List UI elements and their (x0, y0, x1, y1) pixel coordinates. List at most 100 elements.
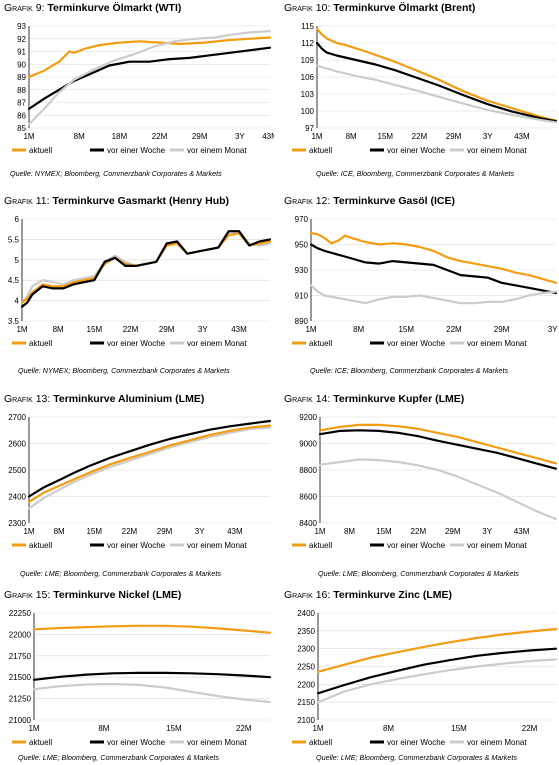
series-line-vor-einer-woche (27, 419, 272, 498)
chart-title: Grafik 12: Terminkurve Gasöl (ICE) (284, 195, 455, 207)
x-tick-label: 3Y (198, 325, 208, 334)
y-tick-label: 97 (305, 124, 314, 133)
x-tick-label: 8M (54, 527, 65, 536)
legend-label: vor einer Woche (107, 339, 166, 348)
x-tick-label: 15M (398, 325, 414, 334)
chart-title-text: Terminkurve Ölmarkt (Brent) (333, 2, 476, 14)
legend-label: vor einem Monat (467, 146, 527, 155)
chart-prefix: Grafik 9: (4, 2, 45, 14)
series-line-vor-einer-woche (316, 647, 558, 695)
x-tick-label: 1M (305, 325, 316, 334)
x-tick-label: 22M (236, 724, 252, 733)
x-tick-label: 3Y (235, 132, 245, 141)
x-tick-label: 22M (152, 132, 168, 141)
legend-label: vor einer Woche (387, 339, 446, 348)
y-tick-label: 2100 (297, 716, 315, 725)
x-tick-label: 1M (312, 724, 323, 733)
x-tick-label: 15M (451, 724, 467, 733)
x-tick-label: 1M (314, 527, 325, 536)
legend-label: aktuell (29, 738, 52, 747)
y-tick-label: 21000 (9, 716, 32, 725)
y-tick-label: 87 (17, 99, 26, 108)
chart-panel-gasoel: Grafik 12: Terminkurve Gasöl (ICE) 890 91… (284, 195, 559, 385)
y-tick-label: 106 (301, 73, 315, 82)
series-line-aktuell (318, 423, 558, 465)
y-tick-label: 5 (15, 256, 20, 265)
series-line-aktuell (309, 231, 558, 284)
legend-label: vor einem Monat (467, 339, 527, 348)
x-tick-label: 22M (123, 325, 139, 334)
chart-panel-henry-hub: Grafik 11: Terminkurve Gasmarkt (Henry H… (4, 195, 274, 385)
y-tick-label: 91 (17, 48, 26, 57)
x-tick-label: 3Y (548, 325, 558, 334)
chart-source: Quelle: NYMEX; Bloomberg, Commerzbank Co… (18, 366, 230, 375)
y-tick-label: 8400 (299, 519, 317, 528)
y-tick-label: 2350 (297, 627, 315, 636)
chart-brent: 97 100 103 106 109 112 115 1M 8M 15M 22M 29M 3Y 43M ak… (292, 22, 558, 155)
chart-title: Grafik 14: Terminkurve Kupfer (LME) (284, 393, 464, 405)
y-tick-label: 2250 (297, 663, 315, 672)
y-tick-label: 2400 (8, 493, 26, 502)
chart-title-text: Terminkurve Zinc (LME) (333, 589, 453, 601)
y-tick-label: 2150 (297, 698, 315, 707)
y-tick-label: 2500 (8, 466, 26, 475)
chart-title: Grafik 16: Terminkurve Zinc (LME) (284, 589, 452, 601)
legend-label: aktuell (309, 339, 332, 348)
chart-source: Quelle: LME; Bloomberg, Commerzbank Corp… (316, 753, 517, 762)
chart-title-text: Terminkurve Gasöl (ICE) (333, 195, 455, 207)
y-tick-label: 890 (295, 317, 309, 326)
x-tick-label: 8M (98, 724, 109, 733)
chart-aluminium: 2300 2400 2500 2600 2700 1M 8M 15M 22M 29M 3Y 43M ak… (8, 413, 272, 550)
series-line-vor-einem-monat (318, 458, 558, 521)
legend-label: vor einer Woche (107, 541, 166, 550)
legend-label: vor einem Monat (187, 146, 247, 155)
y-tick-label: 22250 (9, 609, 32, 618)
x-tick-label: 18M (112, 132, 128, 141)
x-tick-label: 15M (166, 724, 182, 733)
legend-label: aktuell (309, 738, 332, 747)
chart-source: Quelle: LME; Bloomberg, Commerzbank Corp… (18, 753, 219, 762)
x-tick-label: 29M (494, 325, 510, 334)
x-tick-label: 43M (262, 132, 274, 141)
legend-label: aktuell (29, 339, 52, 348)
x-tick-label: 22M (412, 132, 428, 141)
x-tick-label: 8M (353, 325, 364, 334)
chart-prefix: Grafik 10: (284, 2, 331, 14)
y-tick-label: 100 (301, 107, 315, 116)
y-tick-label: 90 (17, 60, 26, 69)
chart-gasoel: 890 910 930 950 970 1M 8M 15M 22M 29M 3Y aktuell vor… (292, 215, 558, 348)
y-tick-label: 2200 (297, 680, 315, 689)
y-tick-label: 93 (17, 22, 26, 31)
series-line-aktuell (32, 624, 272, 634)
y-tick-label: 92 (17, 35, 26, 44)
chart-source: Quelle: LME; Bloomberg, Commerzbank Corp… (20, 569, 221, 578)
x-tick-label: 1M (28, 724, 39, 733)
y-tick-label: 112 (301, 39, 314, 48)
y-tick-label: 2700 (8, 413, 26, 422)
y-tick-label: 88 (17, 86, 26, 95)
x-tick-label: 1M (23, 527, 34, 536)
x-tick-label: 8M (344, 527, 355, 536)
y-tick-label: 109 (301, 56, 315, 65)
x-tick-label: 43M (231, 325, 247, 334)
chart-source: Quelle: ICE, Bloomberg, Commerzbank Corp… (316, 169, 515, 178)
x-tick-label: 29M (192, 132, 208, 141)
series-line-vor-einer-woche (20, 230, 272, 308)
chart-zinc: 2100 2150 2200 2250 2300 2350 2400 1M 8M 15M 22M ak… (292, 609, 558, 747)
chart-source: Quelle: NYMEX; Bloomberg, Commerzbank Co… (10, 169, 222, 178)
y-tick-label: 115 (301, 22, 314, 31)
y-tick-label: 103 (301, 90, 315, 99)
series-line-vor-einer-woche (309, 243, 558, 295)
x-tick-label: 8M (53, 325, 64, 334)
chart-nickel: 21000 21250 21500 21750 22000 22250 1M 8M 15M 22M… (9, 609, 272, 747)
chart-panel-wti: Grafik 9: Terminkurve Ölmarkt (WTI) 85 86… (4, 2, 274, 182)
y-tick-label: 2400 (297, 609, 315, 618)
legend-label: vor einem Monat (467, 738, 527, 747)
x-tick-label: 43M (514, 132, 530, 141)
y-tick-label: 6 (15, 215, 20, 224)
y-tick-label: 2300 (297, 645, 315, 654)
x-tick-label: 29M (159, 325, 175, 334)
chart-prefix: Grafik 12: (284, 195, 331, 207)
chart-kupfer: 8400 8600 8800 9000 9200 1M 8M 15M 22M 29M 3Y 43M ak… (292, 413, 558, 550)
chart-title-text: Terminkurve Kupfer (LME) (333, 393, 465, 405)
